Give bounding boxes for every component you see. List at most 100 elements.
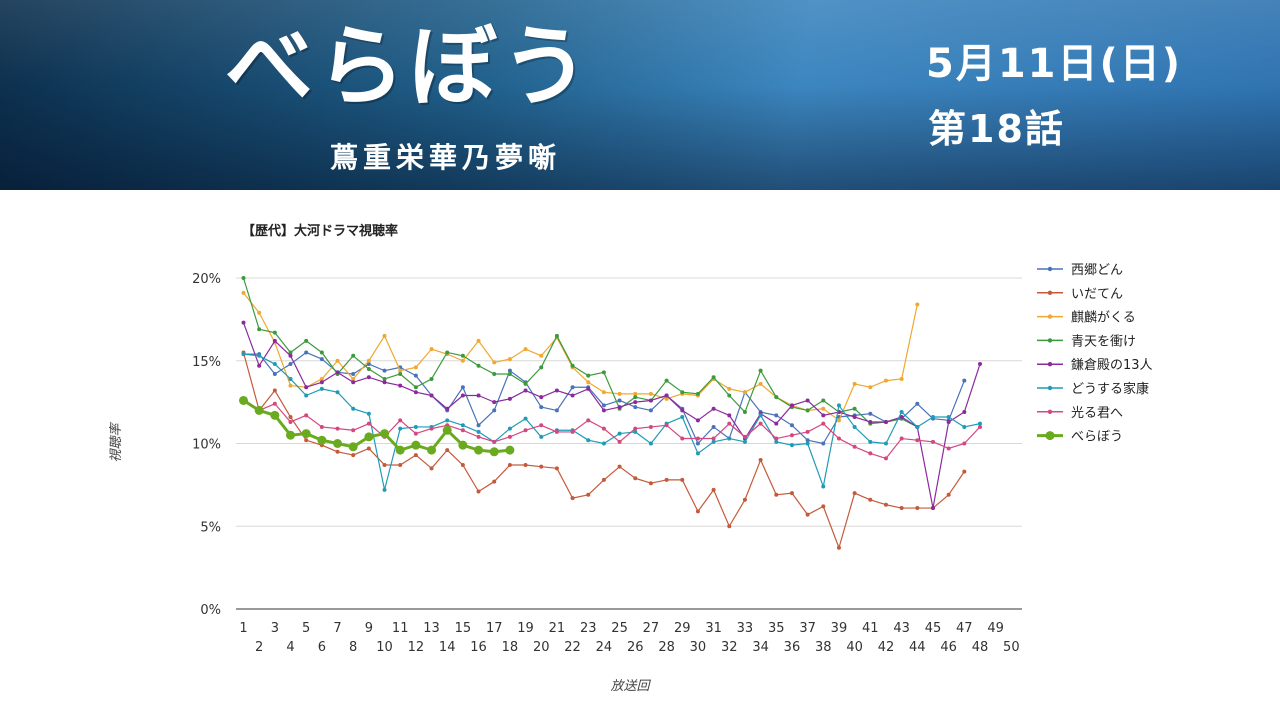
data-point	[272, 330, 277, 335]
legend-label: 青天を衝け	[1071, 334, 1136, 349]
data-point	[962, 441, 967, 446]
data-point	[492, 479, 497, 484]
x-tick-label: 50	[1003, 640, 1020, 655]
x-tick-label: 42	[878, 640, 895, 655]
data-point	[319, 376, 324, 381]
data-point	[317, 435, 327, 445]
data-point	[805, 408, 810, 413]
data-point	[727, 421, 732, 426]
data-point	[617, 431, 622, 436]
data-point	[474, 445, 484, 455]
data-point	[633, 476, 638, 481]
data-point	[695, 418, 700, 423]
y-tick-label: 10%	[192, 438, 221, 453]
x-tick-label: 3	[271, 621, 279, 636]
data-point	[445, 350, 450, 355]
x-tick-label: 18	[502, 640, 519, 655]
data-point	[395, 445, 405, 455]
data-point	[489, 447, 499, 457]
x-tick-label: 38	[815, 640, 832, 655]
data-point	[507, 368, 512, 373]
x-tick-label: 9	[365, 621, 373, 636]
data-point	[348, 442, 358, 452]
series-2	[241, 350, 967, 550]
data-point	[413, 390, 418, 395]
data-point	[366, 375, 371, 380]
data-point	[946, 415, 951, 420]
data-point	[868, 451, 873, 456]
data-point	[946, 446, 951, 451]
data-point	[351, 376, 356, 381]
data-point	[413, 385, 418, 390]
x-tick-label: 7	[333, 621, 341, 636]
x-tick-label: 45	[925, 621, 942, 636]
data-point	[288, 350, 293, 355]
data-point	[680, 415, 685, 420]
x-tick-label: 47	[956, 621, 973, 636]
data-point	[239, 395, 248, 405]
data-point	[617, 391, 622, 396]
data-point	[272, 388, 277, 393]
data-point	[742, 410, 747, 415]
data-point	[962, 424, 967, 429]
data-point	[695, 436, 700, 441]
data-point	[505, 445, 515, 455]
x-tick-label: 19	[517, 621, 534, 636]
x-tick-label: 34	[752, 640, 769, 655]
data-point	[398, 418, 403, 423]
data-point	[664, 378, 669, 383]
data-point	[570, 496, 575, 501]
data-point	[633, 400, 638, 405]
data-point	[554, 333, 559, 338]
data-point	[319, 380, 324, 385]
data-point	[272, 362, 277, 367]
data-point	[883, 419, 888, 424]
data-point	[915, 438, 920, 443]
data-point	[523, 347, 528, 352]
data-point	[711, 424, 716, 429]
data-point	[335, 449, 340, 454]
data-point	[774, 413, 779, 418]
data-point	[711, 406, 716, 411]
x-tick-label: 22	[564, 640, 581, 655]
data-point	[836, 436, 841, 441]
data-point	[774, 436, 779, 441]
data-point	[617, 439, 622, 444]
data-point	[429, 426, 434, 431]
data-point	[899, 415, 904, 420]
data-point	[413, 431, 418, 436]
data-point	[586, 492, 591, 497]
data-point	[664, 423, 669, 428]
data-point	[836, 418, 841, 423]
legend-label: べらぼう	[1071, 430, 1123, 445]
data-point	[852, 444, 857, 449]
legend-label: いだてん	[1071, 287, 1123, 302]
data-point	[821, 441, 826, 446]
data-point	[413, 373, 418, 378]
data-point	[930, 439, 935, 444]
data-point	[789, 491, 794, 496]
data-point	[458, 440, 468, 450]
legend-item: どうする家康	[1037, 381, 1149, 397]
data-point	[382, 368, 387, 373]
data-point	[429, 393, 434, 398]
x-tick-label: 48	[972, 640, 989, 655]
data-point	[648, 481, 653, 486]
data-point	[946, 492, 951, 497]
data-point	[915, 424, 920, 429]
legend-label: 西郷どん	[1071, 263, 1123, 278]
x-tick-label: 49	[987, 621, 1004, 636]
chart-title: 【歴代】大河ドラマ視聴率	[242, 223, 398, 239]
data-point	[680, 436, 685, 441]
y-tick-label: 0%	[200, 603, 221, 618]
data-point	[492, 439, 497, 444]
data-point	[789, 403, 794, 408]
data-point	[523, 463, 528, 468]
x-tick-label: 12	[408, 640, 425, 655]
data-point	[570, 363, 575, 368]
data-point	[774, 492, 779, 497]
series-8	[239, 395, 515, 457]
x-axis-label: 放送回	[610, 679, 651, 694]
data-point	[411, 440, 421, 450]
